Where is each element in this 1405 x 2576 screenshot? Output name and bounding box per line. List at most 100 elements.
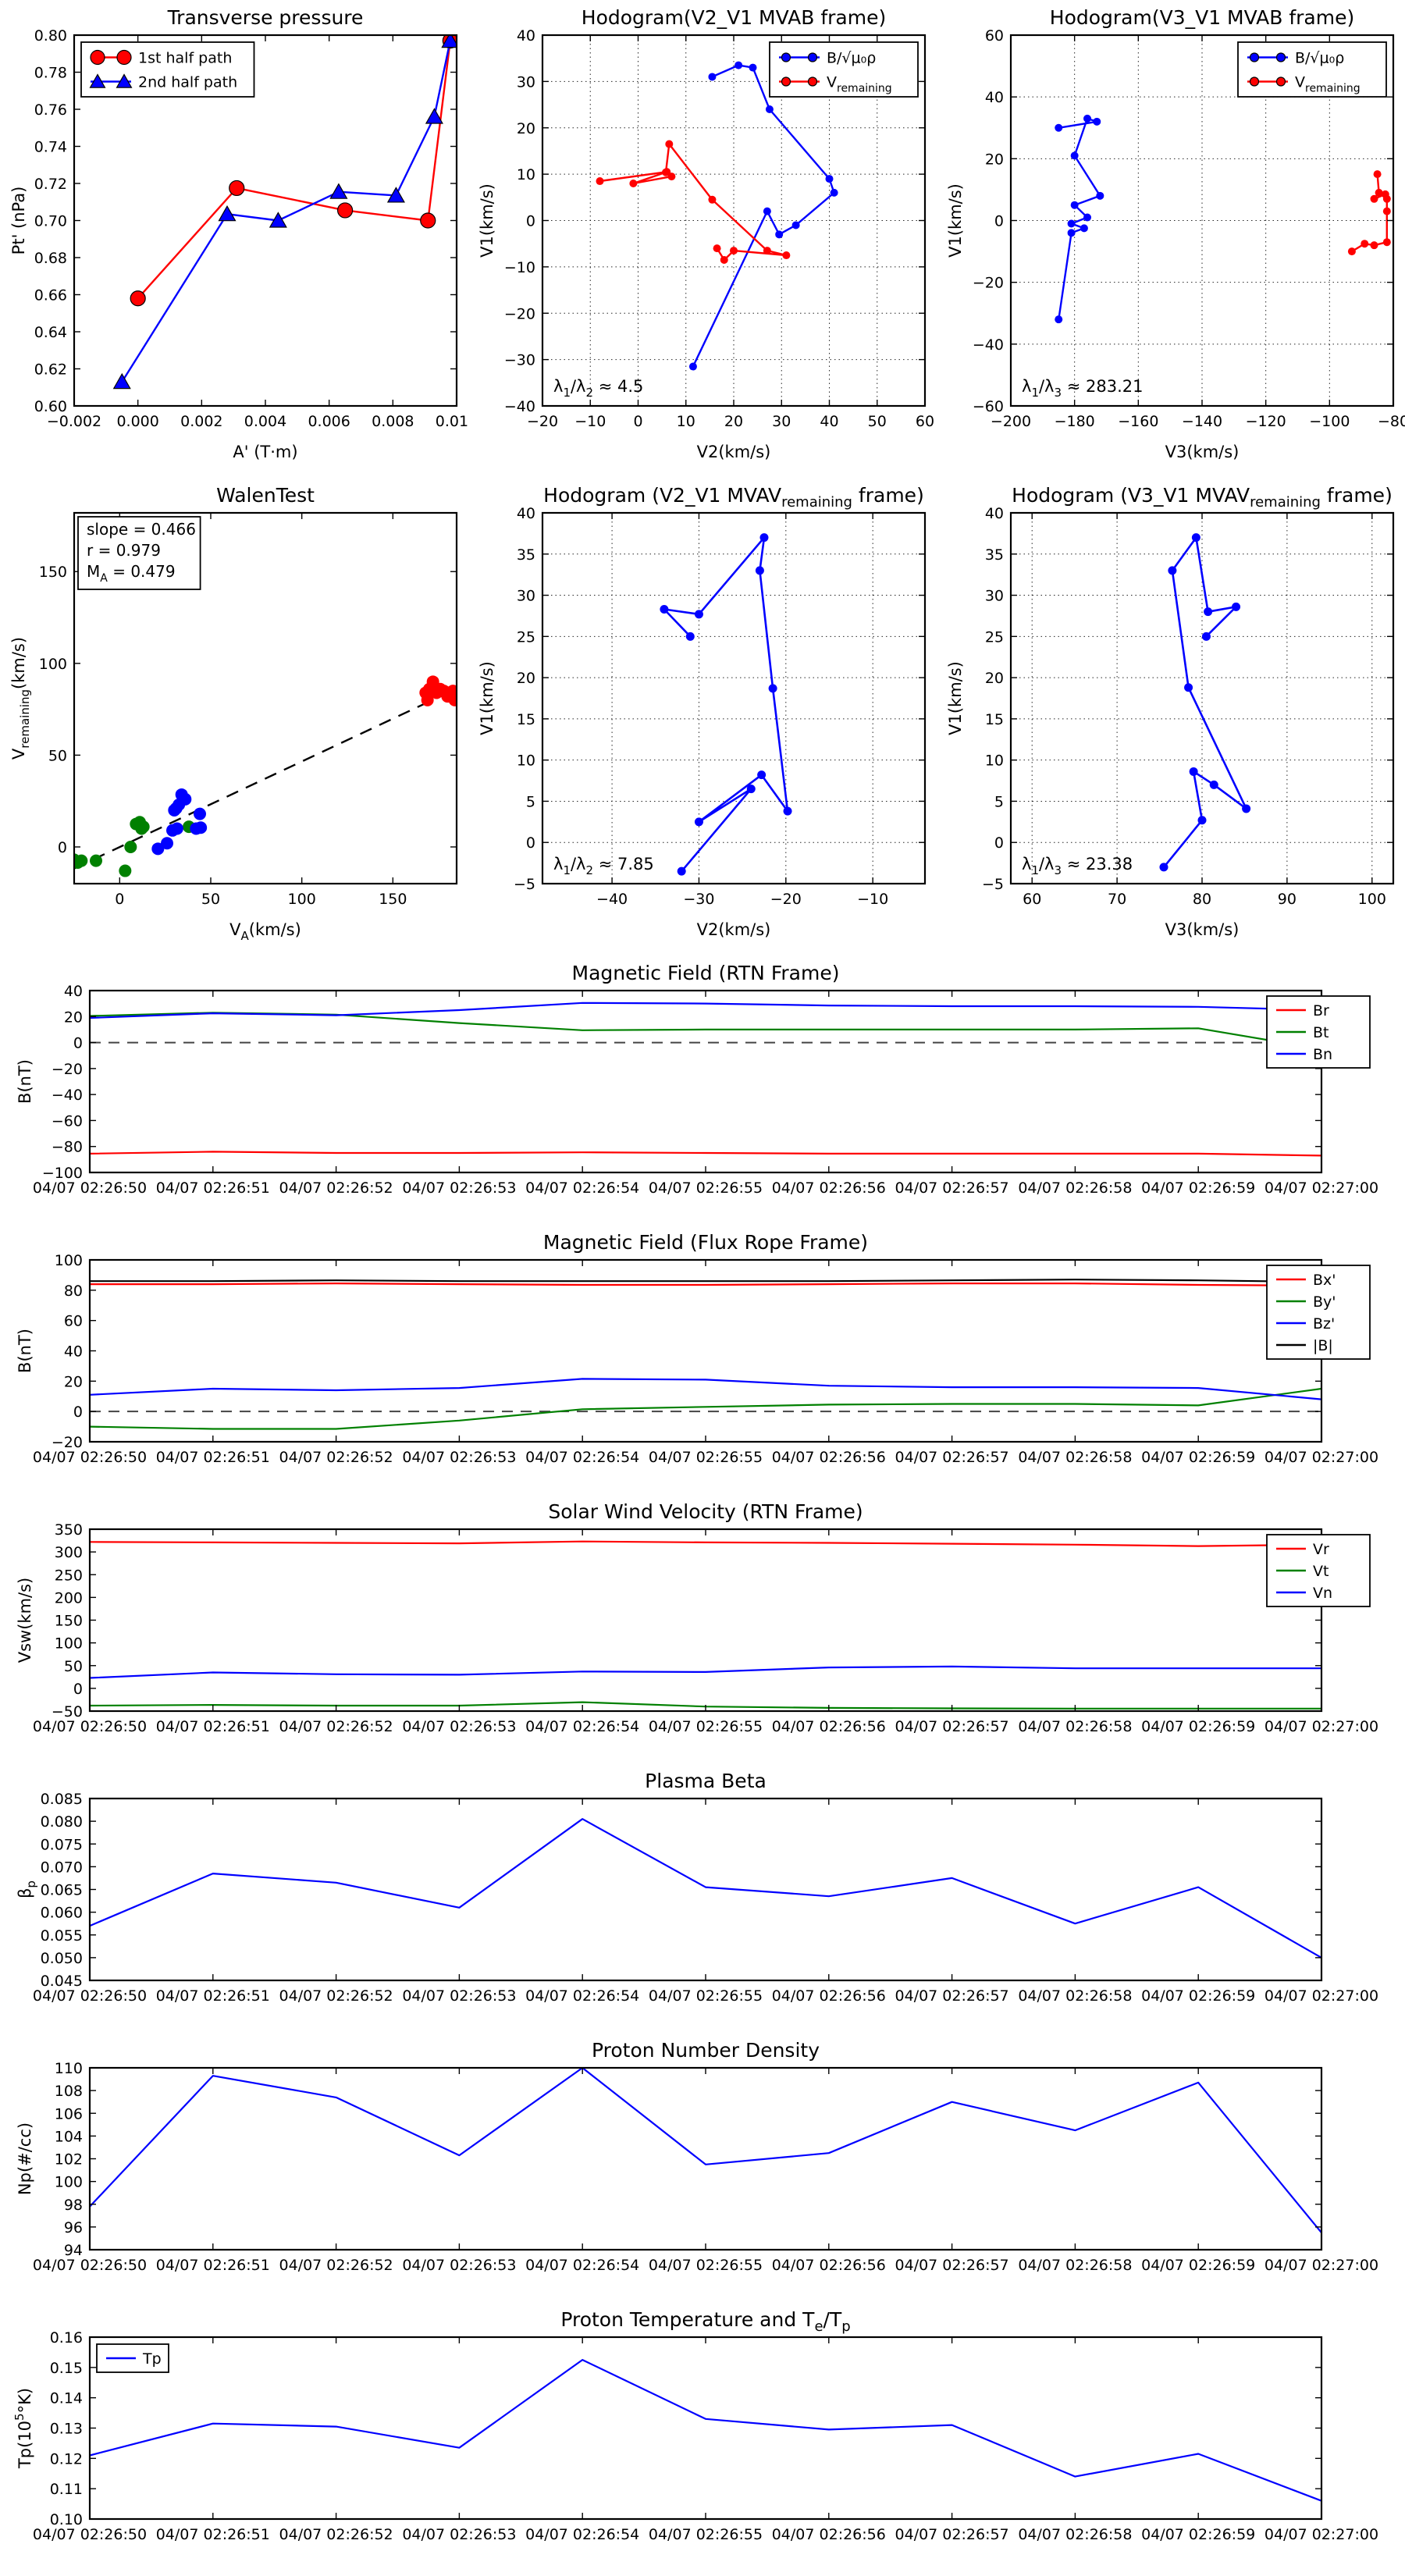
- text-span: 04/07 02:26:54: [525, 1987, 639, 2005]
- text-span: 04/07 02:26:57: [895, 2257, 1009, 2274]
- text-span: V1(km/s): [478, 183, 496, 258]
- y-tick-label: −60: [973, 398, 1004, 415]
- plot-background: [90, 1799, 1321, 1980]
- text-span: 0.10: [50, 2511, 83, 2528]
- x-tick-label: 04/07 02:26:53: [402, 1987, 516, 2005]
- text-span: 0.60: [34, 398, 67, 415]
- text-span: /λ: [571, 377, 586, 396]
- text-span: Vt: [1313, 1563, 1329, 1580]
- y-tick-label: 30: [517, 73, 535, 91]
- x-tick-label: 04/07 02:26:55: [649, 2257, 763, 2274]
- text-span: remaining: [1305, 83, 1361, 95]
- x-tick-label: 04/07 02:26:50: [33, 1987, 147, 2005]
- text-span: Vn: [1313, 1585, 1332, 1602]
- text-span: 1: [563, 386, 571, 400]
- triangle-marker: [112, 372, 131, 390]
- text-span: 40: [820, 413, 838, 430]
- text-span: 0.74: [34, 139, 67, 156]
- text-span: 04/07 02:26:55: [649, 1718, 763, 1735]
- text-span: −40: [596, 891, 628, 908]
- text-span: 94: [64, 2242, 83, 2259]
- y-tick-label: 0.68: [34, 250, 67, 267]
- text-span: Vsw(km/s): [16, 1578, 34, 1663]
- triangle-marker: [269, 212, 287, 228]
- text-span: 0.78: [34, 65, 67, 82]
- text-span: 2: [586, 863, 594, 877]
- text-span: Magnetic Field (Flux Rope Frame): [543, 1231, 868, 1254]
- text-span: −10: [857, 891, 888, 908]
- text-span: 04/07 02:26:59: [1141, 1987, 1255, 2005]
- circle-marker: [757, 770, 767, 780]
- series-line-np: [89, 2067, 1322, 2233]
- legend: B/√μ₀ρ Vremaining: [769, 41, 919, 98]
- text-span: 04/07 02:26:59: [1141, 1179, 1255, 1197]
- text-span: V3(km/s): [1165, 443, 1240, 461]
- x-tick-label: 0.004: [244, 413, 286, 430]
- circle-marker: [720, 255, 728, 264]
- chart-plasma-beta: 04/07 02:26:50 04/07 02:26:51 04/07 02:26:…: [16, 1770, 1378, 2005]
- y-tick-label: −5: [982, 876, 1004, 893]
- text-span: By': [1313, 1293, 1336, 1311]
- text-span: Proton Temperature and T: [560, 2308, 815, 2331]
- y-tick-label: 60: [64, 1313, 83, 1330]
- y-axis-label: V1(km/s): [946, 183, 965, 258]
- series-group: [89, 1279, 1322, 1430]
- text-span: /λ: [1039, 855, 1055, 873]
- text-span: −40: [52, 1087, 83, 1104]
- text-span: 04/07 02:26:57: [895, 1449, 1009, 1466]
- circle-marker: [1055, 315, 1063, 324]
- text-span: 50: [201, 891, 220, 908]
- legend-label: 2nd half path: [138, 74, 237, 91]
- x-tick-label: 04/07 02:27:00: [1264, 2257, 1378, 2274]
- text-span: 04/07 02:26:50: [33, 1987, 147, 2005]
- circle-marker: [161, 837, 173, 850]
- y-tick-label: 0: [73, 1035, 83, 1052]
- circle-marker: [688, 362, 697, 371]
- text-span: frame): [1321, 484, 1393, 507]
- chart-title: Proton Temperature and Te/Tp: [560, 2308, 850, 2335]
- y-tick-label: 30: [517, 588, 535, 605]
- legend-label: Bz': [1313, 1315, 1335, 1332]
- x-tick-label: 04/07 02:26:53: [402, 1718, 516, 1735]
- circle-marker: [708, 195, 717, 204]
- text-span: 60: [985, 27, 1004, 44]
- text-span: °K): [16, 2388, 34, 2413]
- circle-marker: [1249, 76, 1260, 87]
- plot-background: [90, 1260, 1321, 1442]
- text-span: 04/07 02:26:53: [402, 2257, 516, 2274]
- text-span: 0.66: [34, 287, 67, 304]
- circle-marker: [1275, 76, 1286, 87]
- x-tick-label: 04/07 02:26:51: [156, 2257, 270, 2274]
- x-tick-label: −20: [770, 891, 802, 908]
- legend: Bx' By' Bz' |B|: [1266, 1265, 1371, 1360]
- y-tick-label: 0: [526, 213, 535, 230]
- x-tick-label: −40: [596, 891, 628, 908]
- text-span: 0.12: [50, 2450, 83, 2467]
- x-tick-label: 04/07 02:26:54: [525, 2257, 639, 2274]
- text-span: frame): [852, 484, 924, 507]
- series-line-bx: [90, 1282, 1322, 1287]
- circle-marker: [1191, 533, 1200, 543]
- series-group: [89, 2067, 1322, 2233]
- text-span: 300: [55, 1544, 83, 1561]
- text-span: −20: [52, 1434, 83, 1451]
- triangle-marker: [425, 108, 443, 124]
- y-tick-label: 0.70: [34, 213, 67, 230]
- x-tick-label: 04/07 02:26:50: [33, 1718, 147, 1735]
- circle-marker: [783, 806, 792, 816]
- x-tick-label: −180: [1055, 413, 1095, 430]
- text-span: 0.16: [50, 2329, 83, 2347]
- circle-marker: [151, 842, 165, 856]
- circle-marker: [662, 168, 670, 176]
- text-span: 0: [994, 834, 1004, 852]
- y-tick-label: 0: [994, 834, 1004, 852]
- y-tick-label: 35: [985, 546, 1004, 564]
- text-span: 80: [64, 1283, 83, 1300]
- y-tick-label: 15: [517, 711, 535, 728]
- text-span: 1: [563, 863, 571, 877]
- lambda-ratio-annotation: λ1/λ2 ≈ 7.85: [553, 855, 654, 877]
- x-tick-label: 04/07 02:26:55: [649, 1449, 763, 1466]
- y-tick-label: 250: [55, 1567, 83, 1584]
- x-tick-label: −30: [683, 891, 714, 908]
- triangle-marker: [441, 34, 457, 48]
